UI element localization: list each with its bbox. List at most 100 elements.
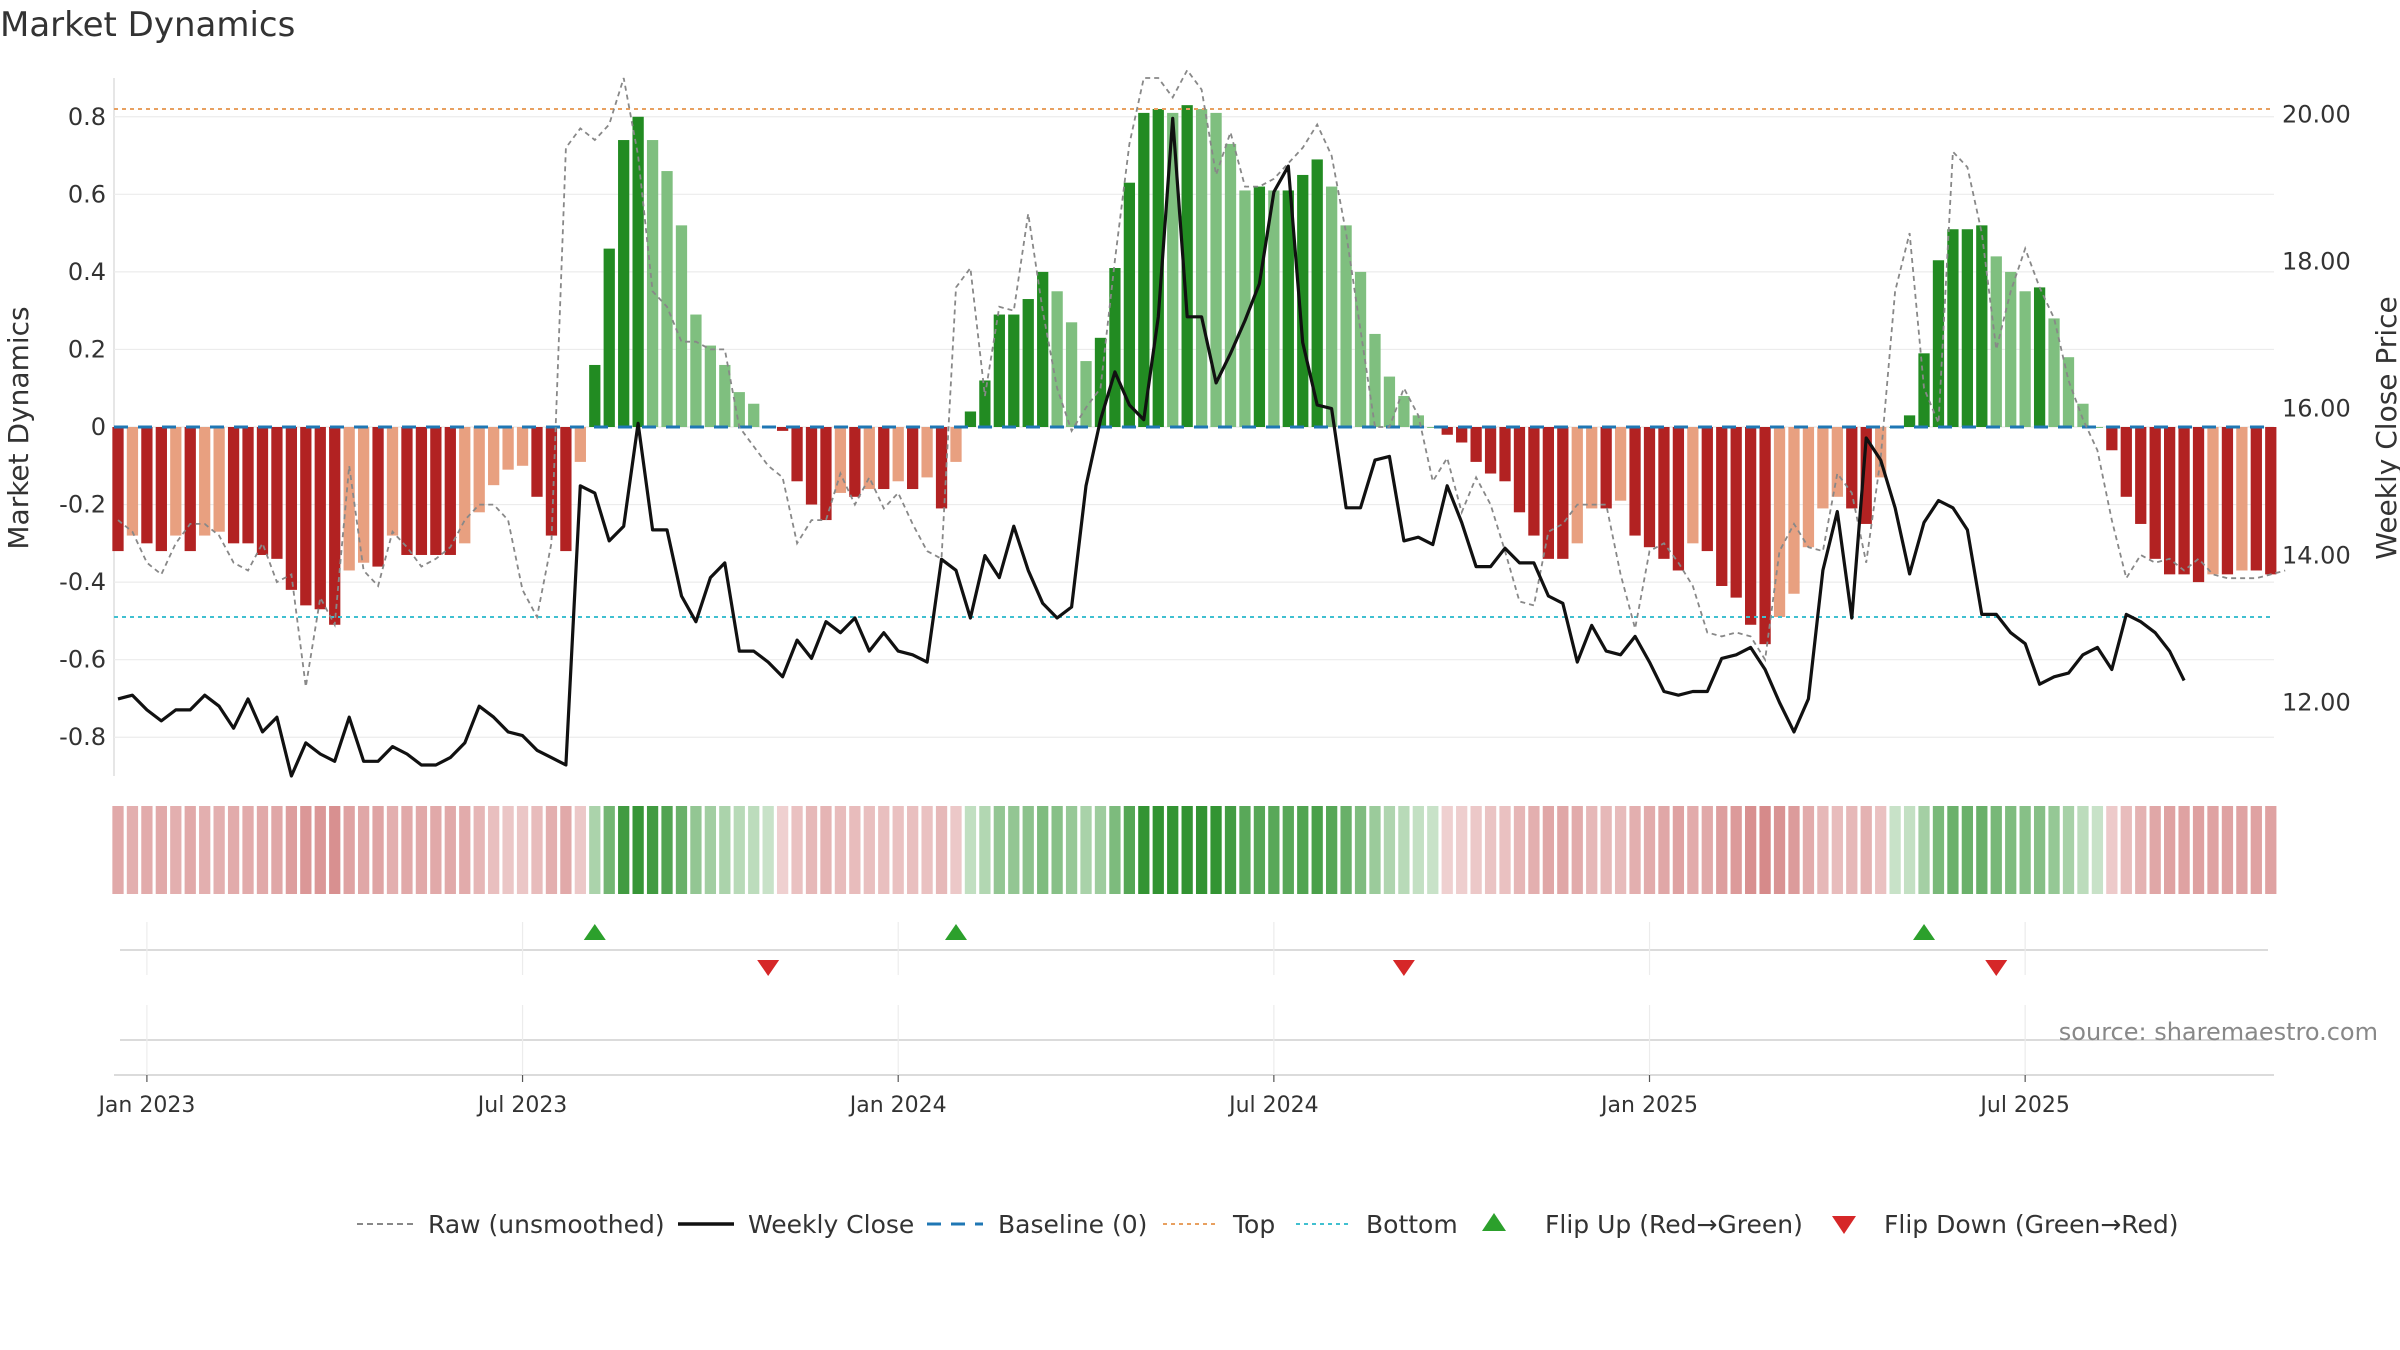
heat-strip-cell: [1470, 806, 1482, 894]
heat-strip-cell: [1976, 806, 1988, 894]
heat-strip-cell: [1354, 806, 1367, 894]
heat-strip-cell: [1152, 806, 1164, 894]
dynamics-bar: [1441, 427, 1453, 435]
dynamics-bar: [1701, 427, 1713, 552]
dynamics-bar: [748, 403, 760, 427]
dynamics-bar: [776, 427, 789, 431]
dynamics-bar: [2265, 427, 2277, 575]
dynamics-bar: [979, 380, 991, 427]
heat-strip-cell: [719, 806, 731, 894]
main-panel: 0.8 0.6 0.4 0.2 0 -0.2 -0.4 -0.6 -0.8 20.00 18.00 1…: [59, 68, 2351, 778]
dynamics-bar: [516, 427, 529, 466]
dynamics-bar: [2019, 291, 2031, 427]
heat-strip-cell: [589, 806, 601, 894]
heat-strip-cell: [1687, 806, 1699, 894]
heat-strip-cell: [2106, 806, 2118, 894]
dynamics-bar: [1008, 314, 1020, 427]
dynamics-bar: [2164, 427, 2176, 575]
dynamics-bar: [213, 427, 225, 532]
y-tick-label-right: 20.00: [2282, 101, 2351, 129]
heat-strip-cell: [1716, 806, 1728, 894]
empty-panel: Jan 2023 Jul 2023 Jan 2024 Jul 2024 Jan 2025…: [96, 1005, 2274, 1118]
legend-flip-down-icon: [1832, 1216, 1856, 1234]
heat-strip-cell: [748, 806, 760, 894]
heat-strip-cell: [1253, 806, 1266, 894]
dynamics-bar: [1470, 427, 1482, 462]
dynamics-bar: [1759, 427, 1771, 645]
heat-strip-cell: [1065, 806, 1078, 894]
x-tick-label: Jan 2024: [848, 1093, 947, 1118]
heat-strip-cell: [2265, 806, 2277, 894]
legend: Raw (unsmoothed) Weekly Close Baseline (…: [357, 1210, 2179, 1239]
heat-strip-cell: [1701, 806, 1713, 894]
heat-strip-cell: [1282, 806, 1294, 894]
heat-strip-cell: [1297, 806, 1309, 894]
heat-strip-cell: [950, 806, 962, 894]
heat-strip-cell: [459, 806, 471, 894]
dynamics-bar: [1629, 427, 1641, 536]
dynamics-bar: [1224, 143, 1237, 427]
dynamics-bar: [1788, 427, 1800, 594]
y-axis-label-right: Weekly Close Price: [2370, 296, 2400, 559]
heat-strip-cell: [2091, 806, 2104, 894]
heat-strip-cell: [386, 806, 399, 894]
heat-strip-cell: [979, 806, 991, 894]
heat-strip-cell: [1903, 806, 1916, 894]
flip-up-marker: [944, 924, 967, 940]
dynamics-bar: [907, 427, 919, 490]
heat-strip-cell: [401, 806, 413, 894]
heat-strip-cell: [1788, 806, 1800, 894]
heat-strip-cell: [1990, 806, 2002, 894]
heat-strip-cell: [1600, 806, 1612, 894]
dynamics-bar: [199, 427, 211, 536]
heat-strip-cell: [2048, 806, 2060, 894]
heat-strip-cell: [791, 806, 803, 894]
heat-strip-cell: [1051, 806, 1063, 894]
legend-top-label: Top: [1232, 1210, 1275, 1239]
legend-close-label: Weekly Close: [748, 1210, 914, 1239]
dynamics-bar: [184, 427, 196, 552]
dynamics-bar: [227, 427, 240, 544]
heat-strip-cell: [1340, 806, 1352, 894]
heat-strip-cell: [1614, 806, 1627, 894]
dynamics-bar: [372, 427, 384, 567]
dynamics-bar: [1152, 109, 1164, 428]
dynamics-bar: [1094, 337, 1107, 427]
heat-strip-cell: [1932, 806, 1945, 894]
heat-strip-cell: [329, 806, 341, 894]
dynamics-bar: [618, 140, 630, 428]
heat-strip-cell: [2149, 806, 2161, 894]
dynamics-bar: [1730, 427, 1742, 598]
dynamics-bar: [1484, 427, 1497, 474]
heat-strip-cell: [1109, 806, 1121, 894]
heat-strip-cell: [1961, 806, 1973, 894]
y-tick-label-right: 12.00: [2282, 689, 2351, 717]
dynamics-bar: [1860, 427, 1872, 524]
heat-strip-cell: [126, 806, 139, 894]
dynamics-bar: [1311, 159, 1323, 427]
dynamics-bar: [1109, 268, 1121, 427]
heat-strip-cell: [502, 806, 514, 894]
heat-strip-cell: [1672, 806, 1685, 894]
dynamics-bar: [1195, 109, 1208, 428]
dynamics-bar: [2149, 427, 2161, 559]
heat-strip-cell: [1326, 806, 1338, 894]
heat-strip-cell: [1629, 806, 1641, 894]
legend-baseline-label: Baseline (0): [998, 1210, 1147, 1239]
x-tick-label: Jan 2025: [1599, 1093, 1698, 1118]
dynamics-bar: [2048, 318, 2060, 427]
dynamics-bar: [1643, 427, 1656, 548]
dynamics-bar: [1875, 427, 1887, 478]
heat-strip-cell: [1802, 806, 1815, 894]
heat-strip-cell: [1484, 806, 1497, 894]
heat-strip-cell: [1094, 806, 1107, 894]
dynamics-bar: [1412, 415, 1424, 427]
legend-flip-up-icon: [1482, 1213, 1506, 1231]
dynamics-bar: [733, 392, 745, 427]
dynamics-bar: [488, 427, 500, 486]
dynamics-bar: [892, 427, 904, 482]
dynamics-bar: [690, 314, 702, 427]
dynamics-bar: [1123, 182, 1136, 427]
dynamics-bar: [271, 427, 283, 559]
x-tick-label: Jul 2023: [476, 1093, 568, 1118]
